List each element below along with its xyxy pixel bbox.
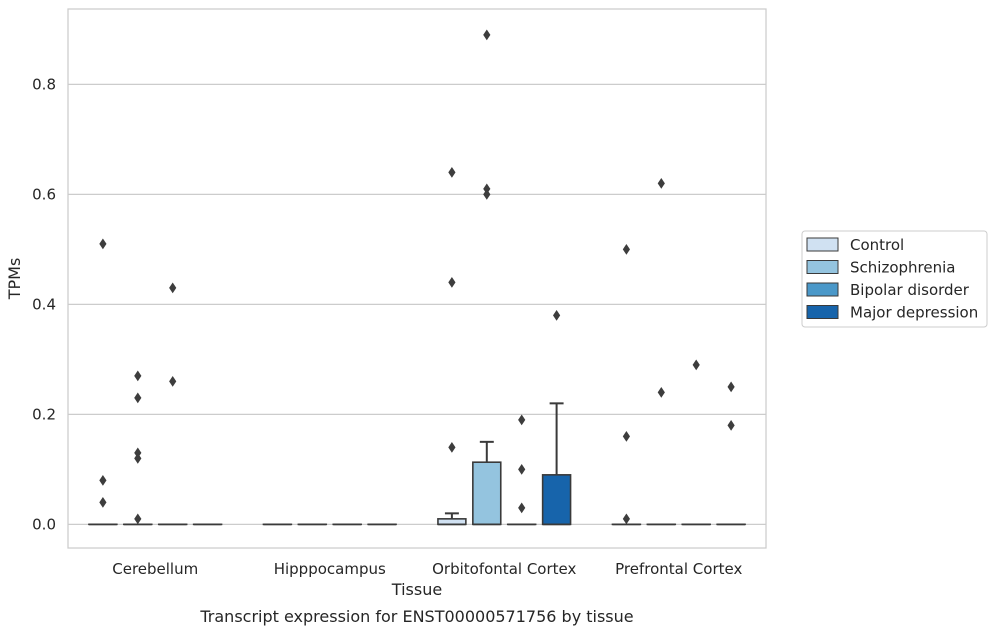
legend-label: Major depression bbox=[850, 304, 978, 322]
outlier-point bbox=[134, 513, 142, 525]
outlier-point bbox=[134, 370, 142, 382]
legend-label: Schizophrenia bbox=[850, 259, 955, 277]
y-tick-label: 0.4 bbox=[32, 295, 56, 313]
legend-swatch bbox=[806, 237, 839, 252]
y-tick-label: 0.8 bbox=[32, 75, 56, 93]
series-group bbox=[88, 512, 642, 526]
outlier-point bbox=[448, 276, 456, 288]
box bbox=[472, 461, 502, 526]
outlier-point bbox=[727, 381, 735, 393]
outlier-point bbox=[657, 177, 665, 189]
x-tick-labels: Cerebellum Hipppocampus Orbitofontal Corte… bbox=[112, 560, 742, 578]
x-axis-label: Tissue bbox=[391, 580, 442, 599]
outlier-point bbox=[483, 183, 491, 195]
outlier-point bbox=[692, 359, 700, 371]
legend-frame bbox=[801, 230, 988, 328]
legend-swatch bbox=[806, 305, 839, 319]
gridlines bbox=[68, 83, 766, 525]
outlier-point bbox=[518, 414, 526, 426]
legend-label: Control bbox=[850, 236, 904, 254]
x-tick-label: Prefrontal Cortex bbox=[615, 560, 742, 578]
outlier-point bbox=[448, 166, 456, 178]
outlier-point bbox=[483, 188, 491, 200]
series-group bbox=[192, 402, 746, 526]
outlier-point bbox=[483, 29, 491, 41]
outlier-point bbox=[448, 441, 456, 453]
outlier-point bbox=[622, 513, 630, 525]
x-tick-label: Orbitofontal Cortex bbox=[432, 560, 576, 578]
y-axis-label: TPMs bbox=[5, 258, 24, 301]
outlier-point bbox=[518, 502, 526, 514]
outlier-point bbox=[134, 452, 142, 464]
outlier-point bbox=[553, 309, 561, 321]
y-tick-labels: 0.0 0.2 0.4 0.6 0.8 bbox=[32, 75, 56, 533]
outlier-point bbox=[99, 474, 107, 486]
outlier-points bbox=[99, 29, 735, 525]
x-tick-label: Hipppocampus bbox=[274, 560, 386, 578]
outlier-point bbox=[518, 463, 526, 475]
plot-frame bbox=[67, 8, 767, 549]
outlier-point bbox=[622, 430, 630, 442]
outlier-point bbox=[169, 375, 177, 387]
outlier-point bbox=[727, 419, 735, 431]
legend-label: Bipolar disorder bbox=[850, 281, 970, 299]
x-tick-label: Cerebellum bbox=[112, 560, 198, 578]
box-series bbox=[88, 402, 746, 526]
outlier-point bbox=[134, 392, 142, 404]
outlier-point bbox=[169, 282, 177, 294]
y-tick-label: 0.6 bbox=[32, 185, 56, 203]
legend: Control Schizophrenia Bipolar disorder Majo… bbox=[801, 230, 988, 328]
outlier-point bbox=[657, 386, 665, 398]
box bbox=[541, 474, 572, 526]
outlier-point bbox=[622, 243, 630, 255]
outlier-point bbox=[99, 238, 107, 250]
outlier-point bbox=[134, 447, 142, 459]
outlier-point bbox=[99, 496, 107, 508]
chart-caption: Transcript expression for ENST0000057175… bbox=[199, 607, 633, 626]
series-group bbox=[123, 440, 677, 526]
legend-swatch bbox=[806, 260, 839, 274]
y-tick-label: 0.0 bbox=[32, 515, 56, 533]
y-tick-label: 0.2 bbox=[32, 405, 56, 423]
legend-swatch bbox=[806, 282, 839, 297]
